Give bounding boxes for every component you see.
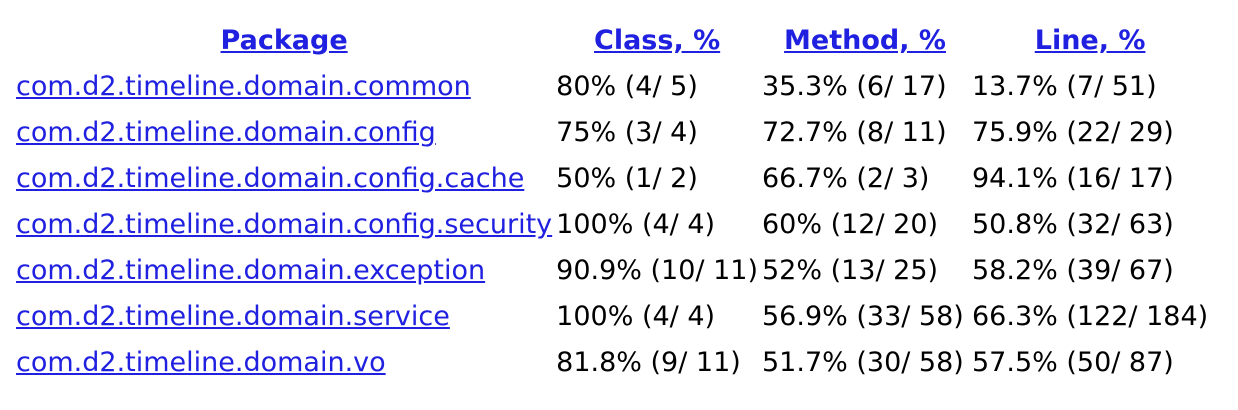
table-row: com.d2.timeline.domain.vo 81.8% (9/ 11) … (16, 340, 1212, 386)
method-coverage-cell: 66.7% (2/ 3) (762, 163, 930, 194)
table-row: com.d2.timeline.domain.exception 90.9% (… (16, 248, 1212, 294)
header-line: Line, % (972, 18, 1212, 64)
class-coverage-cell: 81.8% (9/ 11) (556, 347, 741, 378)
package-cell: com.d2.timeline.domain.common (16, 64, 556, 110)
package-link[interactable]: com.d2.timeline.domain.common (16, 71, 471, 102)
line-coverage-cell: 75.9% (22/ 29) (972, 117, 1174, 148)
class-coverage-cell: 90.9% (10/ 11) (556, 255, 758, 286)
header-method: Method, % (762, 18, 972, 64)
table-row: com.d2.timeline.domain.common 80% (4/ 5)… (16, 64, 1212, 110)
table-row: com.d2.timeline.domain.config.security 1… (16, 202, 1212, 248)
line-coverage-cell: 50.8% (32/ 63) (972, 209, 1174, 240)
class-coverage-cell: 75% (3/ 4) (556, 117, 698, 148)
package-link[interactable]: com.d2.timeline.domain.vo (16, 347, 386, 378)
method-coverage-cell: 52% (13/ 25) (762, 255, 939, 286)
line-coverage-cell: 94.1% (16/ 17) (972, 163, 1174, 194)
sort-by-line-link[interactable]: Line, % (1034, 25, 1146, 56)
table-row: com.d2.timeline.domain.config 75% (3/ 4)… (16, 110, 1212, 156)
line-coverage-cell: 66.3% (122/ 184) (972, 301, 1209, 332)
package-cell: com.d2.timeline.domain.vo (16, 340, 556, 386)
package-link[interactable]: com.d2.timeline.domain.exception (16, 255, 486, 286)
package-link[interactable]: com.d2.timeline.domain.config.cache (16, 163, 525, 194)
class-coverage-cell: 80% (4/ 5) (556, 71, 698, 102)
package-link[interactable]: com.d2.timeline.domain.config.security (16, 209, 553, 240)
sort-by-method-link[interactable]: Method, % (784, 25, 946, 56)
method-coverage-cell: 35.3% (6/ 17) (762, 71, 947, 102)
method-coverage-cell: 72.7% (8/ 11) (762, 117, 947, 148)
method-coverage-cell: 56.9% (33/ 58) (762, 301, 964, 332)
table-row: com.d2.timeline.domain.config.cache 50% … (16, 156, 1212, 202)
method-coverage-cell: 51.7% (30/ 58) (762, 347, 964, 378)
package-cell: com.d2.timeline.domain.config.cache (16, 156, 556, 202)
package-cell: com.d2.timeline.domain.service (16, 294, 556, 340)
line-coverage-cell: 13.7% (7/ 51) (972, 71, 1157, 102)
class-coverage-cell: 100% (4/ 4) (556, 209, 716, 240)
header-class: Class, % (556, 18, 762, 64)
package-cell: com.d2.timeline.domain.config.security (16, 202, 556, 248)
package-link[interactable]: com.d2.timeline.domain.service (16, 301, 450, 332)
package-cell: com.d2.timeline.domain.exception (16, 248, 556, 294)
table-row: com.d2.timeline.domain.service 100% (4/ … (16, 294, 1212, 340)
sort-by-class-link[interactable]: Class, % (594, 25, 721, 56)
line-coverage-cell: 58.2% (39/ 67) (972, 255, 1174, 286)
header-row: Package Class, % Method, % Line, % (16, 18, 1212, 64)
class-coverage-cell: 100% (4/ 4) (556, 301, 716, 332)
header-package: Package (16, 18, 556, 64)
sort-by-package-link[interactable]: Package (220, 25, 348, 56)
class-coverage-cell: 50% (1/ 2) (556, 163, 698, 194)
line-coverage-cell: 57.5% (50/ 87) (972, 347, 1174, 378)
package-link[interactable]: com.d2.timeline.domain.config (16, 117, 436, 148)
coverage-table: Package Class, % Method, % Line, % com.d… (16, 18, 1212, 386)
method-coverage-cell: 60% (12/ 20) (762, 209, 939, 240)
package-cell: com.d2.timeline.domain.config (16, 110, 556, 156)
